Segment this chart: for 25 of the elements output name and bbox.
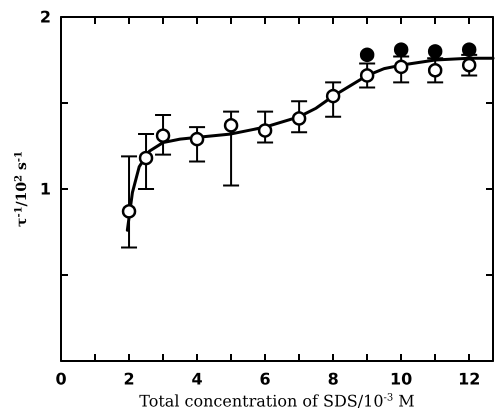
point [360, 48, 374, 62]
x-tick-label: 2 [123, 370, 135, 388]
x-tick-label: 6 [260, 370, 271, 388]
y-axis-title: τ-1/102 s-1 [13, 151, 30, 227]
point [394, 60, 408, 74]
point [138, 150, 154, 166]
point [394, 42, 408, 57]
point [156, 128, 170, 143]
point [258, 123, 272, 138]
y-tick-label: 1 [40, 180, 51, 198]
point [462, 58, 476, 72]
point [292, 111, 306, 126]
point [224, 118, 238, 133]
x-tick-label: 8 [328, 370, 339, 388]
point [326, 88, 340, 104]
x-tick-label: 12 [458, 370, 480, 388]
point [122, 204, 136, 219]
point [428, 63, 442, 78]
point [428, 44, 442, 59]
x-tick-label: 0 [55, 370, 67, 388]
point [360, 68, 374, 83]
x-tick-label: 4 [191, 370, 203, 388]
point [462, 42, 476, 57]
x-tick-label: 10 [390, 370, 412, 388]
point [190, 132, 204, 146]
